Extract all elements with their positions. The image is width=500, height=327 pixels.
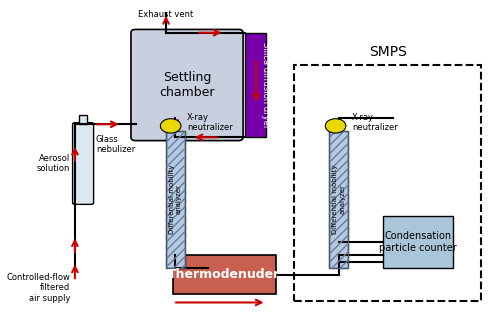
FancyBboxPatch shape — [131, 29, 243, 141]
Text: Aerosol
solution: Aerosol solution — [37, 154, 70, 173]
Text: Differential mobility
analyzer: Differential mobility analyzer — [332, 165, 345, 234]
Text: Silica diffusion dryer: Silica diffusion dryer — [260, 42, 270, 128]
FancyBboxPatch shape — [72, 123, 94, 204]
Text: Thermodenuder: Thermodenuder — [168, 268, 280, 281]
Bar — [383, 216, 454, 268]
Text: Condensation
particle counter: Condensation particle counter — [380, 231, 457, 253]
Bar — [166, 131, 184, 268]
Bar — [294, 65, 482, 301]
Text: X-ray
neutralizer: X-ray neutralizer — [352, 113, 398, 132]
Bar — [246, 33, 266, 137]
Circle shape — [326, 119, 346, 133]
Bar — [166, 131, 184, 268]
Text: Differential mobility
analyzer: Differential mobility analyzer — [169, 165, 182, 234]
Circle shape — [160, 119, 181, 133]
Bar — [330, 131, 348, 268]
Text: Settling
chamber: Settling chamber — [160, 71, 215, 99]
Text: Glass
nebulizer: Glass nebulizer — [96, 135, 135, 154]
Text: SMPS: SMPS — [369, 45, 407, 59]
Bar — [79, 115, 87, 124]
Text: Exhaust vent: Exhaust vent — [138, 10, 194, 19]
Bar — [330, 131, 348, 268]
Bar — [173, 255, 276, 294]
Text: X-ray
neutralizer: X-ray neutralizer — [187, 113, 233, 132]
Text: Controlled-flow
filtered
air supply: Controlled-flow filtered air supply — [6, 273, 70, 303]
